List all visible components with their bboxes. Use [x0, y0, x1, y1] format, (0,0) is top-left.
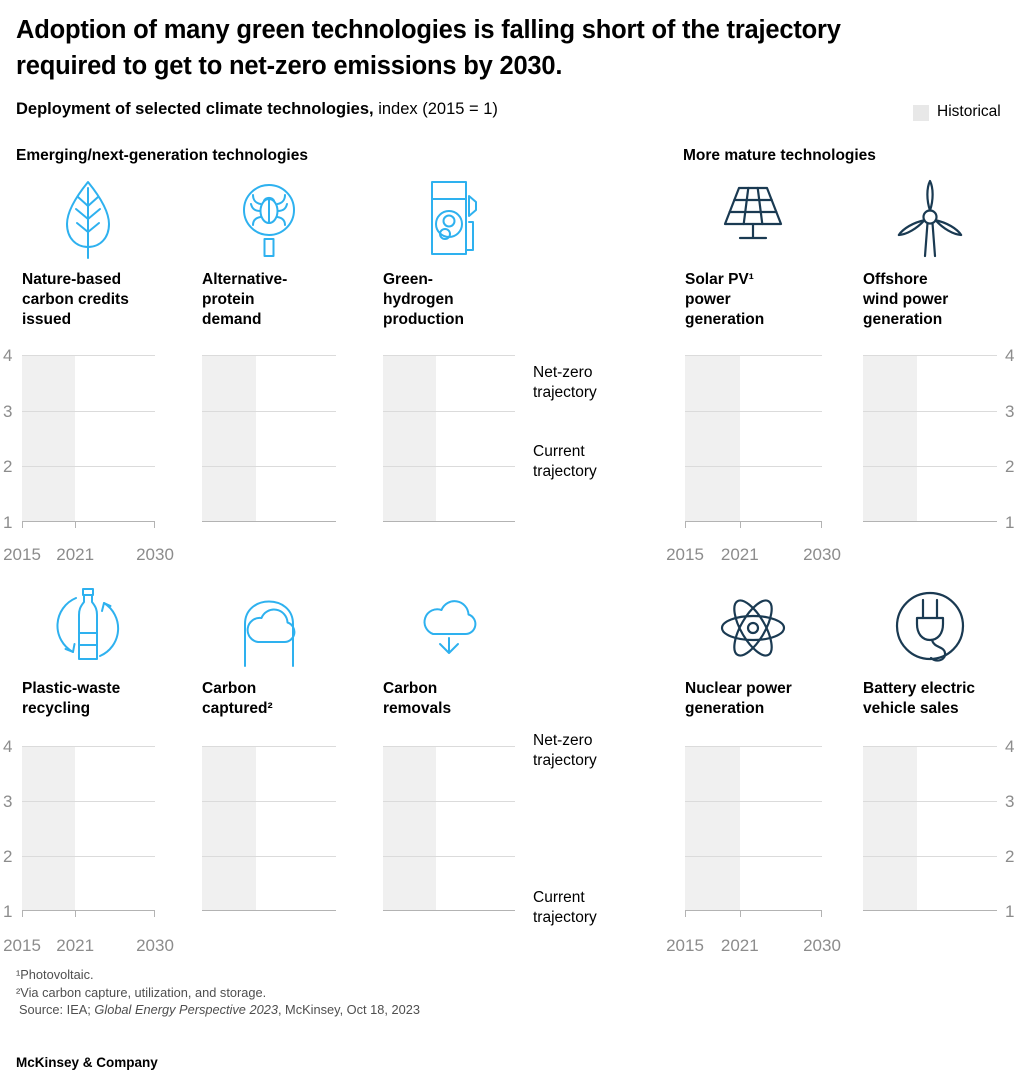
- subtitle-units: index (2015 = 1): [373, 100, 498, 118]
- leaf-icon: [46, 176, 130, 260]
- historical-band: [202, 355, 256, 522]
- y-tick-label: 3: [3, 792, 13, 811]
- panel-title: Alternative- protein demand: [202, 271, 288, 328]
- x-axis-labels: 2015 2021 2030: [666, 545, 841, 565]
- footnote-2: ²Via carbon capture, utilization, and st…: [16, 984, 267, 1000]
- y-tick-label: 1: [3, 902, 13, 921]
- wind-turbine-icon: [888, 176, 972, 260]
- historical-band: [685, 746, 740, 911]
- y-tick-label: 2: [3, 847, 13, 866]
- panel-title: Offshore wind power generation: [863, 271, 949, 328]
- bug-magnifier-icon: [227, 176, 311, 260]
- solar-panel-icon: [711, 176, 795, 260]
- panel-title: Solar PV¹ power generation: [685, 271, 765, 328]
- chart-green-hydrogen: [383, 355, 515, 522]
- x-tick-label: 2015: [3, 545, 41, 564]
- panel-title: Carbon captured²: [202, 680, 273, 717]
- source-line: Source: IEA; Global Energy Perspective 2…: [16, 1001, 420, 1019]
- carbon-capture-dome-icon: [227, 586, 311, 670]
- y-tick-label: 3: [1005, 402, 1015, 421]
- y-tick-label: 3: [1005, 792, 1015, 811]
- bottle-recycling-icon: [46, 586, 130, 670]
- x-tick-label: 2021: [720, 545, 759, 564]
- source-suffix: , McKinsey, Oct 18, 2023: [277, 1002, 420, 1017]
- x-tick-label: 2030: [803, 936, 841, 955]
- mckinsey-logo-text: McKinsey & Company: [16, 1055, 158, 1070]
- chart-nature-based-carbon-credits: [22, 355, 155, 528]
- y-tick-label: 1: [3, 513, 13, 532]
- source-title-italic: Global Energy Perspective 2023: [94, 1002, 278, 1017]
- y-tick-label: 3: [3, 402, 13, 421]
- historical-band: [22, 746, 76, 911]
- chart-carbon-captured: [202, 746, 336, 911]
- footnote-1: ¹Photovoltaic.: [16, 967, 94, 982]
- y-tick-label: 1: [1005, 902, 1015, 921]
- x-tick-label: 2021: [56, 936, 95, 955]
- annotation-current-trajectory: Current trajectory: [533, 889, 597, 926]
- historical-band: [685, 355, 740, 522]
- y-tick-label: 1: [1005, 513, 1015, 532]
- atom-icon: [711, 586, 795, 670]
- chart-carbon-removals: [383, 746, 515, 911]
- footnotes: ¹Photovoltaic. ²Via carbon capture, util…: [16, 966, 420, 1019]
- x-axis-labels: 2015 2021 2030: [3, 936, 174, 956]
- y-tick-label: 4: [1005, 737, 1015, 756]
- source-prefix: Source: IEA;: [19, 1002, 95, 1017]
- x-tick-label: 2015: [666, 545, 704, 564]
- legend-historical-swatch: [913, 105, 929, 121]
- y-tick-label: 4: [3, 737, 13, 756]
- y-tick-label: 2: [3, 457, 13, 476]
- historical-band: [383, 746, 436, 911]
- panel-title: Carbon removals: [383, 680, 452, 717]
- x-axis-labels: 2015 2021 2030: [666, 936, 841, 956]
- chart-solar-pv: [685, 355, 822, 528]
- chart-plastic-waste: [22, 746, 155, 917]
- chart-offshore-wind: [863, 355, 997, 522]
- y-tick-label: 2: [1005, 847, 1015, 866]
- x-tick-label: 2015: [3, 936, 41, 955]
- y-tick-label: 2: [1005, 457, 1015, 476]
- panel-title: Nature-based carbon credits issued: [22, 271, 129, 328]
- x-tick-label: 2030: [136, 545, 174, 564]
- x-axis-labels: 2015 2021 2030: [3, 545, 174, 565]
- page-title: Adoption of many green technologies is f…: [16, 16, 841, 80]
- x-tick-label: 2021: [56, 545, 95, 564]
- subtitle-bold: Deployment of selected climate technolog…: [16, 100, 374, 118]
- cloud-download-icon: [407, 586, 491, 670]
- chart-subtitle: Deployment of selected climate technolog…: [16, 100, 498, 119]
- x-tick-label: 2030: [136, 936, 174, 955]
- x-tick-label: 2021: [720, 936, 759, 955]
- chart-nuclear: [685, 746, 822, 917]
- chart-alternative-protein: [202, 355, 336, 522]
- legend-historical-label: Historical: [937, 103, 1001, 120]
- annotation-net-zero-trajectory: Net-zero trajectory: [533, 732, 597, 769]
- x-tick-label: 2030: [803, 545, 841, 564]
- y-tick-label: 4: [3, 346, 13, 365]
- panel-title: Battery electric vehicle sales: [863, 680, 976, 717]
- hydrogen-pump-icon: [407, 176, 491, 260]
- group-header-mature: More mature technologies: [683, 147, 876, 164]
- historical-band: [202, 746, 256, 911]
- historical-band: [383, 355, 436, 522]
- group-header-emerging: Emerging/next-generation technologies: [16, 147, 308, 164]
- historical-band: [22, 355, 76, 522]
- annotation-current-trajectory: Current trajectory: [533, 443, 597, 480]
- panel-title: Nuclear power generation: [685, 680, 792, 717]
- annotation-net-zero-trajectory: Net-zero trajectory: [533, 364, 597, 401]
- chart-battery-ev: [863, 746, 997, 911]
- plug-icon: [888, 586, 972, 670]
- historical-band: [863, 746, 917, 911]
- panel-title: Green- hydrogen production: [383, 271, 464, 328]
- historical-band: [863, 355, 917, 522]
- x-tick-label: 2015: [666, 936, 704, 955]
- panel-title: Plastic-waste recycling: [22, 680, 121, 717]
- y-tick-label: 4: [1005, 346, 1015, 365]
